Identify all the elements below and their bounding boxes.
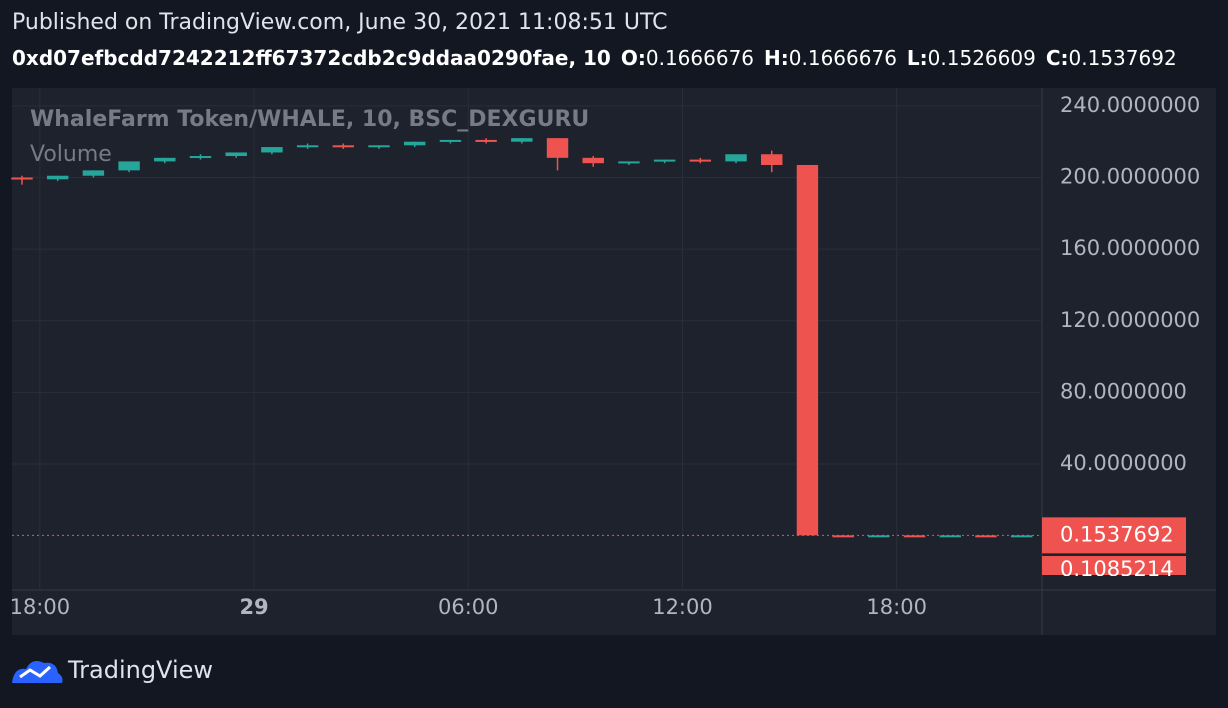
- symbol: 0xd07efbcdd7242212ff67372cdb2c9ddaa0290f…: [12, 46, 611, 70]
- ohlc-key: O:: [620, 46, 646, 70]
- price-label-box: [1042, 517, 1186, 554]
- candle-body: [832, 535, 854, 538]
- published-line: Published on TradingView.com, June 30, 2…: [12, 10, 668, 35]
- candle-body: [118, 161, 140, 171]
- candle-body: [903, 535, 926, 538]
- x-tick-label: 18:00: [10, 595, 71, 619]
- candle-body: [1010, 535, 1033, 538]
- candle-body: [653, 159, 676, 162]
- candle-body: [404, 141, 426, 146]
- candle-body: [189, 156, 212, 159]
- y-tick-label: 200.0000000: [1060, 165, 1200, 189]
- y-tick-label: 240.0000000: [1060, 93, 1200, 117]
- y-tick-label: 40.0000000: [1060, 451, 1187, 475]
- candle-body: [975, 535, 997, 538]
- ohlc-key: C:: [1045, 46, 1069, 70]
- candle-body: [154, 157, 176, 162]
- candle-body: [439, 139, 462, 142]
- candle-body: [796, 164, 819, 536]
- candle-body: [46, 175, 69, 180]
- x-tick-label: 06:00: [438, 595, 499, 619]
- candle-body: [82, 170, 105, 176]
- y-tick-label: 120.0000000: [1060, 308, 1200, 332]
- brand: TradingView: [68, 656, 214, 684]
- candle-body: [296, 145, 319, 148]
- logo: [12, 661, 63, 683]
- candle-body: [511, 138, 533, 142]
- candle-body: [546, 138, 569, 158]
- volume-label: Volume: [30, 142, 112, 167]
- chart-title: WhaleFarm Token/WHALE, 10, BSC_DEXGURU: [30, 107, 589, 132]
- ohlc-key: L:: [906, 46, 928, 70]
- ohlc-value: 0.1666676: [645, 46, 755, 70]
- candle-body: [368, 145, 390, 148]
- panel: [12, 88, 1216, 635]
- x-tick-label: 29: [239, 595, 268, 619]
- candle-body: [618, 161, 640, 164]
- ohlc-value: 0.1666676: [788, 46, 897, 70]
- ohlc-key: H:: [764, 46, 789, 70]
- y-tick-label: 160.0000000: [1060, 236, 1200, 260]
- symbol-line: 0xd07efbcdd7242212ff67372cdb2c9ddaa0290f…: [12, 46, 1216, 70]
- candle-body: [582, 157, 604, 164]
- candle-body: [761, 154, 783, 165]
- candle-body: [11, 177, 33, 180]
- ohlc-value: 0.1526609: [927, 46, 1036, 70]
- candle-body: [868, 535, 890, 538]
- x-tick-label: 12:00: [652, 595, 713, 619]
- ohlc-value: 0.1537692: [1068, 46, 1177, 70]
- candle-body: [475, 139, 497, 142]
- candle-body: [261, 147, 283, 153]
- candle-body: [689, 159, 712, 162]
- price-label: 0.1537692: [1060, 522, 1174, 546]
- candle-body: [332, 145, 355, 148]
- candle-body: [225, 152, 247, 157]
- y-tick-label: 80.0000000: [1060, 379, 1187, 403]
- candle-body: [939, 535, 961, 538]
- price-label-box: [1042, 556, 1186, 575]
- candle-body: [725, 154, 747, 162]
- x-tick-label: 18:00: [866, 595, 927, 619]
